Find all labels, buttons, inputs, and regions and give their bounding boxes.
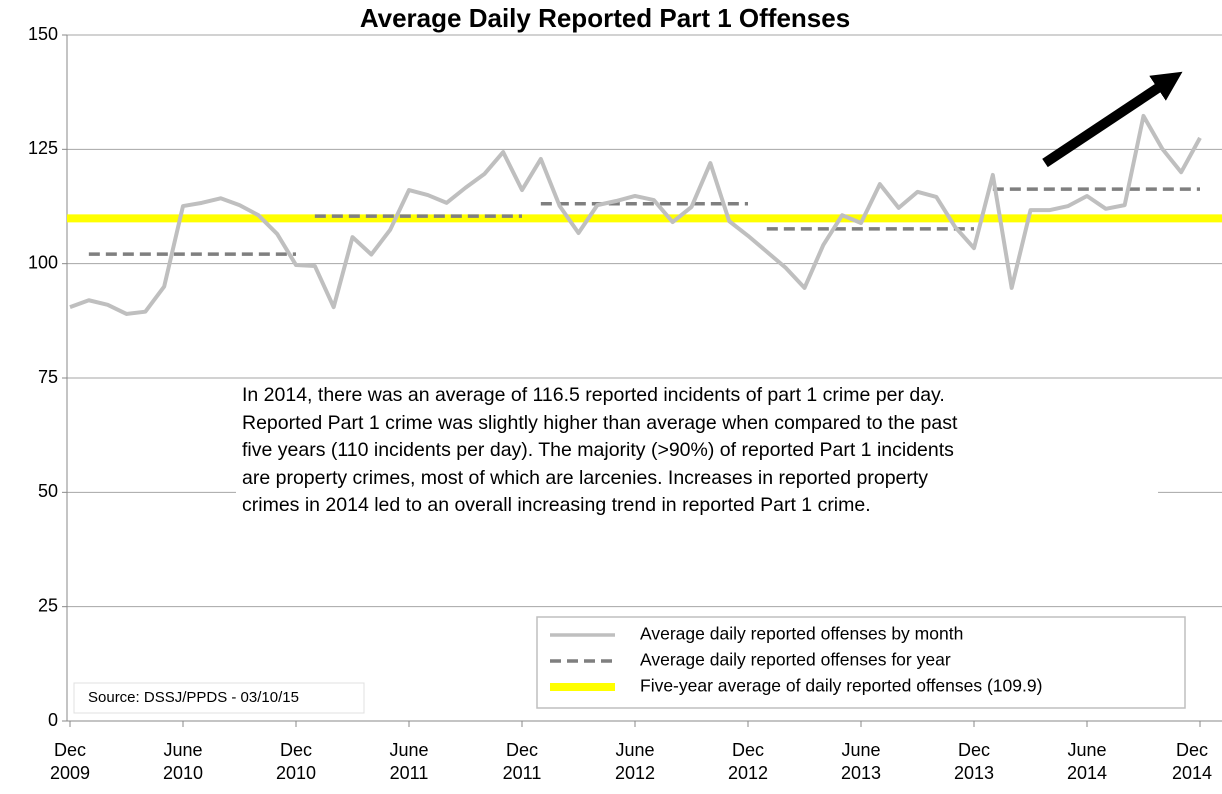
x-tick-label: June 2011	[389, 740, 429, 783]
annotation-line: five years (110 incidents per day). The …	[242, 439, 954, 461]
y-tick-label: 0	[48, 710, 58, 730]
x-tick-label: Dec 2011	[502, 740, 542, 783]
source: Source: DSSJ/PPDS - 03/10/15	[88, 689, 299, 706]
annotation-line: are property crimes, most of which are l…	[242, 466, 929, 489]
legend	[536, 616, 1186, 709]
x-tick-label: Dec 2009	[49, 740, 91, 783]
y-tick-label: 150	[28, 24, 58, 44]
x-tick-label: Dec 2010	[275, 740, 317, 783]
legend-label: Average daily reported offenses for year	[640, 650, 951, 670]
y-tick-label: 100	[28, 252, 58, 272]
y-tick-label: 25	[38, 595, 58, 615]
source-box	[73, 682, 365, 714]
legend-label: Average daily reported offenses by month	[640, 624, 963, 644]
x-tick-label: June 2012	[614, 740, 656, 783]
x-tick-label: June 2010	[162, 740, 204, 783]
legend-label: Five-year average of daily reported offe…	[640, 676, 1042, 696]
trend-arrow	[1042, 71, 1183, 168]
x-tick-label: Dec 2013	[953, 740, 995, 783]
x-tick-label: June 2014	[1066, 740, 1108, 783]
y-tick-label: 75	[38, 367, 58, 387]
chart-title: Average Daily Reported Part 1 Offenses	[360, 3, 850, 33]
annotation: In 2014, there was an average of 116.5 r…	[236, 380, 1158, 522]
y-tick-label: 50	[38, 481, 58, 501]
x-tick-label: Dec 2014	[1171, 740, 1213, 783]
y-tick-label: 125	[28, 138, 58, 158]
x-tick-label: June 2013	[840, 740, 882, 783]
x-tick-label: Dec 2012	[727, 740, 769, 783]
annotation-line: crimes in 2014 led to an overall increas…	[242, 494, 871, 516]
monthly-line	[69, 113, 1202, 316]
annotation-line: Reported Part 1 crime was slightly highe…	[242, 411, 958, 434]
annotation-line: In 2014, there was an average of 116.5 r…	[242, 384, 945, 406]
